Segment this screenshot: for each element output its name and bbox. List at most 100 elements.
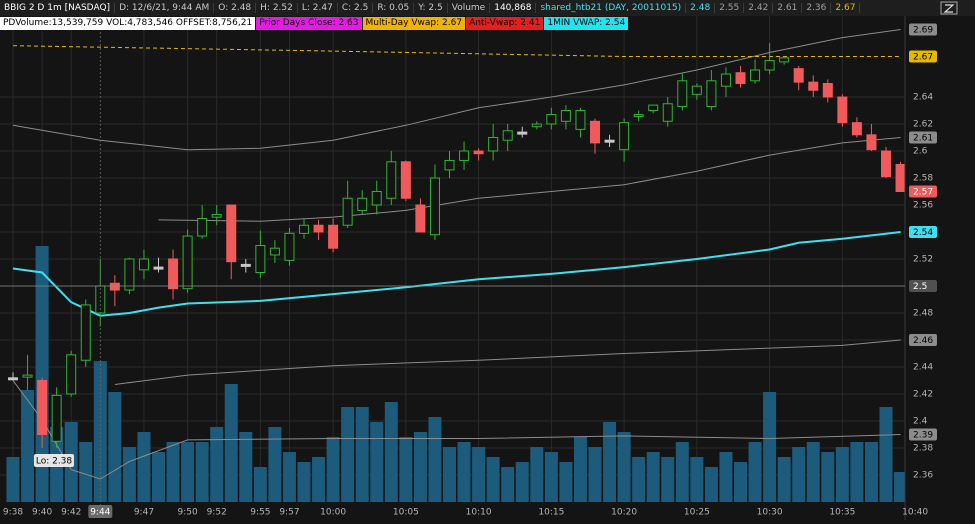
candle-body xyxy=(764,60,775,71)
x-tick-label: 9:42 xyxy=(61,508,81,518)
volume-bar xyxy=(282,452,296,502)
candle-body xyxy=(866,134,877,151)
indicator-line xyxy=(158,137,901,222)
last-value-label: 2.67 xyxy=(913,53,933,63)
volume-bar xyxy=(850,442,864,502)
legend-box: PDVolume:13,539,759 VOL:4,783,546 OFFSET… xyxy=(0,17,256,30)
volume-bar xyxy=(588,447,602,502)
volume-bar xyxy=(734,462,747,502)
candle-body xyxy=(429,177,440,236)
volume-bar xyxy=(894,472,908,502)
candle-body xyxy=(444,159,455,171)
ohlc-field: D: 12/6/21, 9:44 AM xyxy=(115,3,215,13)
volume-bar xyxy=(195,442,209,502)
volume-bar xyxy=(443,447,456,502)
volume-bar xyxy=(6,457,20,502)
x-tick-label: 10:35 xyxy=(829,508,855,518)
volume-bar xyxy=(93,361,107,502)
candle-body xyxy=(255,245,266,273)
volume-bar xyxy=(486,457,500,502)
x-tick-label: 9:55 xyxy=(250,508,270,518)
ohlc-field: Volume xyxy=(448,3,491,13)
volume-bar xyxy=(573,437,587,502)
volume-bar xyxy=(181,442,195,502)
x-tick-label: 9:52 xyxy=(207,508,227,518)
volume-bar xyxy=(835,447,849,502)
candle-body xyxy=(386,161,397,199)
candle-body xyxy=(575,110,586,130)
volume-bar xyxy=(253,467,267,502)
candle-body xyxy=(226,204,237,263)
volume-bar xyxy=(399,437,413,502)
symbol[interactable]: BBIG 2 D 1m [NASDAQ] xyxy=(0,3,116,13)
candle-body xyxy=(590,120,600,144)
annotation: Lo: 2.38 xyxy=(36,457,73,467)
volume-bar xyxy=(864,442,878,502)
x-tick-label: 10:05 xyxy=(393,508,419,518)
candle-body xyxy=(895,164,906,192)
legend-box: Prior Days Close: 2.63 xyxy=(256,17,362,30)
last-value-label: 2.46 xyxy=(913,336,933,346)
x-tick-label: 10:00 xyxy=(320,508,346,518)
last-value-label: 2.54 xyxy=(913,228,933,238)
candle-body xyxy=(269,247,280,256)
x-tick-label: 10:30 xyxy=(757,508,783,518)
candle-body xyxy=(488,137,499,152)
toolbar-icon[interactable] xyxy=(940,1,960,15)
last-value-box xyxy=(909,50,937,63)
y-tick-label: 2.6 xyxy=(913,147,928,157)
volume-bar xyxy=(21,390,35,502)
volume-bar xyxy=(297,462,311,502)
candle-body xyxy=(750,69,761,82)
legend-box: Multi-Day Vwap: 2.67 xyxy=(362,17,466,30)
volume-bar xyxy=(355,407,369,502)
ohlc-field: Y: 2.5 xyxy=(414,3,448,13)
bar-volume: 140,868 xyxy=(490,3,537,13)
volume-bar xyxy=(428,417,442,502)
candle-body xyxy=(109,282,120,291)
volume-bar xyxy=(370,422,384,502)
volume-bar xyxy=(763,392,777,502)
study-value: 2.48 xyxy=(686,3,716,13)
volume-bar xyxy=(646,452,660,502)
candle-body xyxy=(502,130,513,141)
volume-bar xyxy=(748,442,762,502)
candle-body xyxy=(415,204,426,233)
candle-body xyxy=(371,191,382,206)
legend-box: 1MIN VWAP: 2.54 xyxy=(544,17,629,30)
candle-body xyxy=(720,73,731,87)
y-tick-label: 2.36 xyxy=(913,471,933,481)
volume-bar xyxy=(544,452,558,502)
ohlc-field: H: 2.52 xyxy=(256,3,298,13)
ohlc-field: R: 0.05 xyxy=(373,3,415,13)
volume-bar xyxy=(777,457,791,502)
volume-bar xyxy=(341,407,355,502)
volume-bar xyxy=(384,402,398,502)
candle-body xyxy=(735,72,746,84)
volume-bar xyxy=(210,427,224,502)
ohlc-field: O: 2.48 xyxy=(214,3,257,13)
candle-body xyxy=(604,139,615,143)
candle-body xyxy=(284,232,295,261)
header-bar: BBIG 2 D 1m [NASDAQ] D: 12/6/21, 9:44 AM… xyxy=(0,0,975,16)
x-tick-label: 10:20 xyxy=(611,508,637,518)
candle-body xyxy=(706,80,717,107)
candle-body xyxy=(124,258,135,291)
candle-body xyxy=(400,161,411,199)
volume-bar xyxy=(108,392,122,502)
volume-bar xyxy=(312,457,326,502)
y-tick-label: 2.38 xyxy=(913,444,933,454)
last-value-box xyxy=(909,185,937,198)
study-name: shared_htb21 (DAY, 20011015) xyxy=(536,3,687,13)
last-value-box xyxy=(909,131,937,144)
candle-body xyxy=(662,103,673,122)
candle-body xyxy=(881,150,891,178)
candle-body xyxy=(619,122,630,151)
study-value: 2.36 xyxy=(802,3,832,13)
candle-body xyxy=(80,304,91,361)
volume-bar xyxy=(152,452,165,502)
candle-body xyxy=(808,81,819,91)
candle-body xyxy=(168,258,179,290)
candle-body xyxy=(240,263,251,267)
